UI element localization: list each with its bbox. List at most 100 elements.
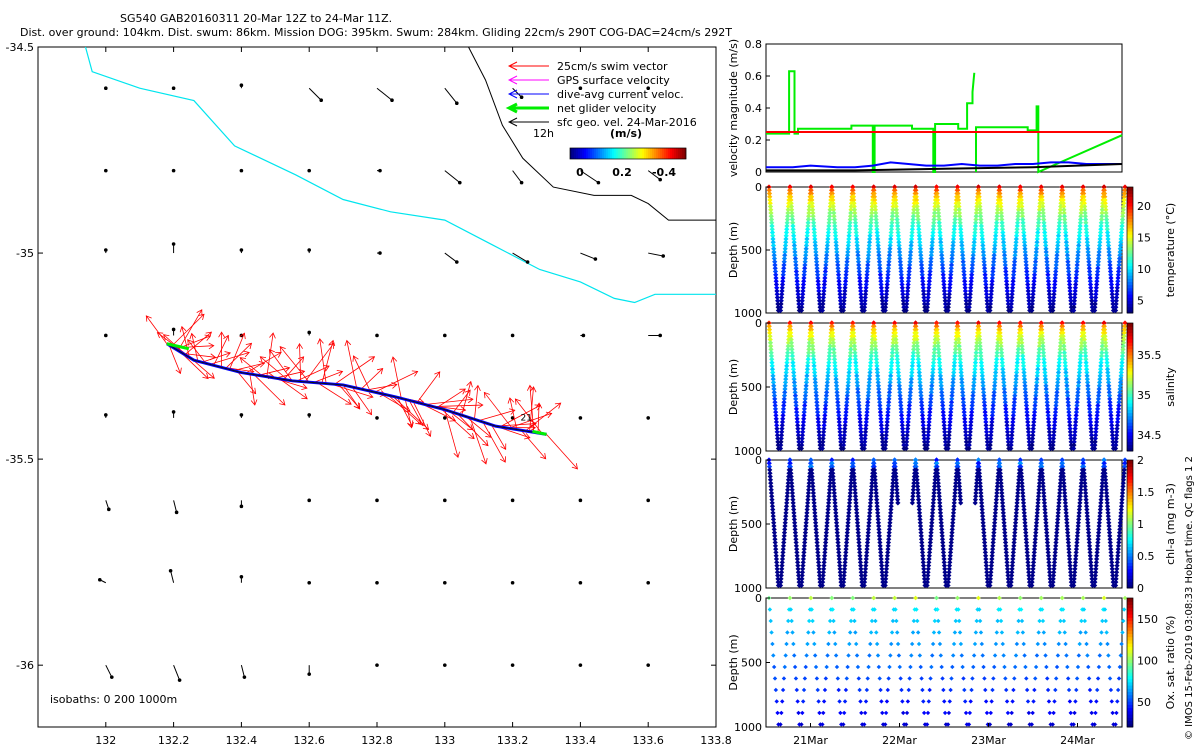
section-data-point [925,432,931,438]
section-data-point [1118,506,1124,513]
section-data-point [805,497,811,503]
section-data-point [1072,563,1078,569]
section-data-point [803,526,809,532]
section-data-point [837,429,843,435]
section-data-point [1087,687,1093,693]
section-data-point [813,533,820,539]
section-data-point [1021,229,1027,236]
section-data-point [772,676,778,681]
section-data-point [946,294,952,301]
section-data-point [1088,422,1094,428]
section-data-point [863,281,869,288]
section-data-point [975,457,982,463]
section-data-point [947,699,952,704]
section-data-point [1032,533,1039,539]
section-data-point [1039,197,1045,203]
section-data-point [1121,467,1127,473]
swim-vector-head [245,342,253,350]
section-data-point [1083,363,1089,369]
section-data-point [990,536,997,542]
section-data-point [853,506,860,513]
current-vector-head [98,577,102,582]
current-vector [375,580,379,585]
section-data-point [794,546,800,552]
section-data-point [788,336,794,343]
section-data-point [995,343,1001,349]
section-data-point [927,546,933,552]
section-data-point [1085,523,1091,529]
section-data-point [948,265,954,271]
section-colorbar-swatch [1127,294,1133,298]
section-data-point [978,493,984,499]
section-data-point [900,301,907,307]
swim-vector [258,367,290,376]
section-data-point [997,473,1004,480]
section-data-point [801,549,807,556]
section-data-point [990,539,996,546]
section-data-point [772,406,779,412]
section-data-point [1056,229,1062,236]
section-data-point [833,641,838,647]
section-data-point [904,435,910,442]
section-data-point [883,569,889,575]
section-data-point [1017,323,1024,329]
section-data-point [809,333,815,339]
section-data-point [879,563,885,569]
section-data-point [1043,383,1049,389]
section-data-point [790,356,796,362]
section-data-point [905,416,911,422]
section-data-point [799,572,805,579]
section-data-point [1031,278,1037,284]
section-data-point [791,513,797,519]
section-data-point [1071,298,1078,304]
section-data-point [859,710,864,716]
section-data-point [1044,265,1051,271]
section-data-point [875,376,881,382]
section-data-point [1097,513,1103,519]
section-data-point [773,553,779,559]
section-data-point [876,533,883,539]
swim-vector-head [301,393,308,400]
section-data-point [886,389,893,395]
section-data-point [1056,503,1062,509]
section-data-point [1059,184,1065,190]
section-data-point [945,576,952,582]
section-data-point [848,477,854,483]
section-data-point [979,236,985,242]
section-data-point [843,406,849,412]
current-vector-head [375,416,379,420]
section-data-point [1121,194,1127,200]
section-data-point [939,530,945,536]
section-data-point [919,265,925,271]
section-data-point [1102,477,1109,483]
current-vector [444,252,459,264]
section-data-point [991,386,997,392]
section-data-point [1012,389,1018,395]
section-data-point [945,304,951,310]
section-data-point [836,559,843,565]
section-data-point [1060,336,1067,343]
section-data-point [938,376,944,382]
section-data-point [782,516,789,523]
section-data-point [779,422,785,428]
section-data-point [792,255,798,262]
current-vector [307,413,312,418]
section-data-point [938,516,944,523]
section-data-point [913,470,920,476]
section-data-point [1117,379,1124,386]
section-data-point [1073,699,1078,704]
section-data-point [932,343,938,349]
current-vector-head [378,168,382,173]
section-data-point [961,406,967,412]
section-data-point [1011,399,1017,405]
section-data-point [1120,350,1126,356]
section-data-point [842,288,848,294]
section-data-point [973,350,979,356]
section-data-point [1002,265,1009,271]
section-data-point [895,223,901,229]
section-data-point [790,630,795,635]
swim-vector-head [243,350,250,358]
section-data-point [980,513,986,519]
section-data-point [983,559,989,565]
section-data-point [820,298,826,304]
